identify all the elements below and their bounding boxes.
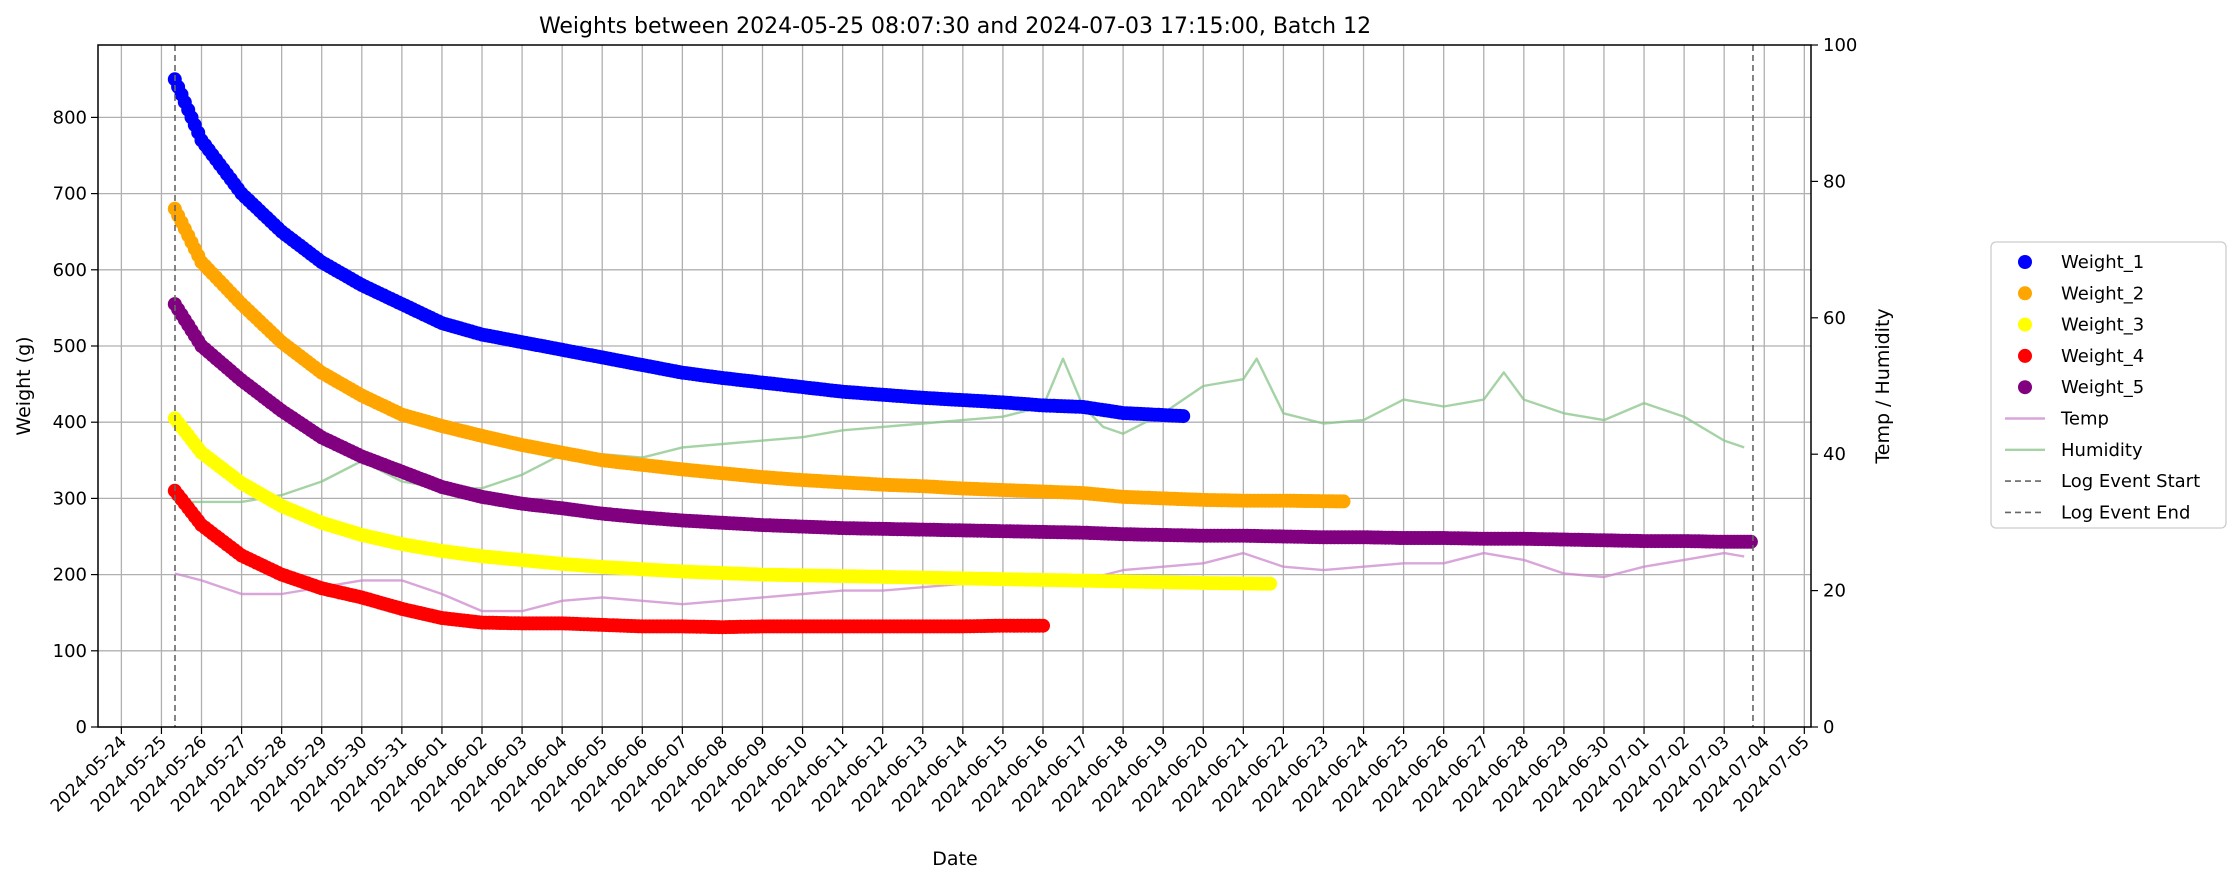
weight-2-series — [167, 201, 1351, 509]
weight-5-series — [167, 297, 1758, 549]
y-tick-label: 300 — [53, 488, 87, 509]
y2-tick-label: 0 — [1823, 717, 1834, 738]
legend-label-weight-5: Weight_5 — [2061, 377, 2144, 398]
y2-axis-label: Temp / Humidity — [1872, 308, 1894, 464]
y-tick-label: 700 — [53, 184, 87, 205]
y-tick-label: 400 — [53, 412, 87, 433]
legend-marker-weight-3 — [2018, 317, 2032, 332]
legend-label-weight-3: Weight_3 — [2061, 315, 2144, 336]
plot-frame — [97, 44, 1812, 728]
y-tick-label: 800 — [53, 107, 87, 128]
y-tick-label: 600 — [53, 260, 87, 281]
legend-box — [1990, 241, 2227, 529]
y-axis-ticks: 0 100 200 300 400 500 600 700 800 — [53, 107, 98, 738]
y-tick-label: 200 — [53, 565, 87, 586]
legend-label-temp: Temp — [2060, 409, 2109, 430]
y2-tick-label: 100 — [1823, 35, 1857, 56]
weight-1-series — [167, 72, 1191, 424]
x-axis-label: Date — [932, 848, 977, 870]
y2-tick-label: 80 — [1823, 171, 1846, 192]
left-axis-series — [167, 72, 1758, 635]
event-lines — [174, 45, 1754, 727]
legend-marker-weight-2 — [2018, 286, 2032, 301]
legend-label-weight-1: Weight_1 — [2061, 252, 2144, 273]
chart-title: Weights between 2024-05-25 08:07:30 and … — [539, 14, 1371, 39]
weight-4-point — [1036, 618, 1050, 633]
y2-axis-ticks: 0 20 40 60 80 100 — [1811, 35, 1857, 738]
legend: Weight_1 Weight_2 Weight_3 Weight_4 Weight_5… — [1990, 241, 2227, 529]
legend-label-log-event-start: Log Event Start — [2061, 471, 2200, 492]
y2-tick-label: 60 — [1823, 308, 1846, 329]
y-tick-label: 0 — [76, 717, 87, 738]
weight-1-point — [1176, 409, 1191, 424]
weight-5-point — [1743, 534, 1758, 549]
legend-marker-weight-4 — [2018, 348, 2032, 363]
y-tick-label: 500 — [53, 336, 87, 357]
y-axis-label: Weight (g) — [13, 336, 35, 435]
legend-label-humidity: Humidity — [2061, 440, 2143, 461]
y2-tick-label: 20 — [1823, 581, 1846, 602]
weight-4-series — [167, 483, 1050, 635]
legend-label-log-event-end: Log Event End — [2061, 502, 2190, 523]
legend-label-weight-4: Weight_4 — [2061, 346, 2144, 367]
weight-3-point — [1263, 576, 1278, 591]
weight-2-point — [1336, 494, 1351, 509]
y-tick-label: 100 — [53, 641, 87, 662]
weight-3-series — [167, 411, 1278, 591]
legend-marker-weight-5 — [2018, 380, 2032, 395]
legend-marker-weight-1 — [2018, 255, 2032, 269]
legend-label-weight-2: Weight_2 — [2061, 283, 2144, 304]
y2-tick-label: 40 — [1823, 444, 1846, 465]
